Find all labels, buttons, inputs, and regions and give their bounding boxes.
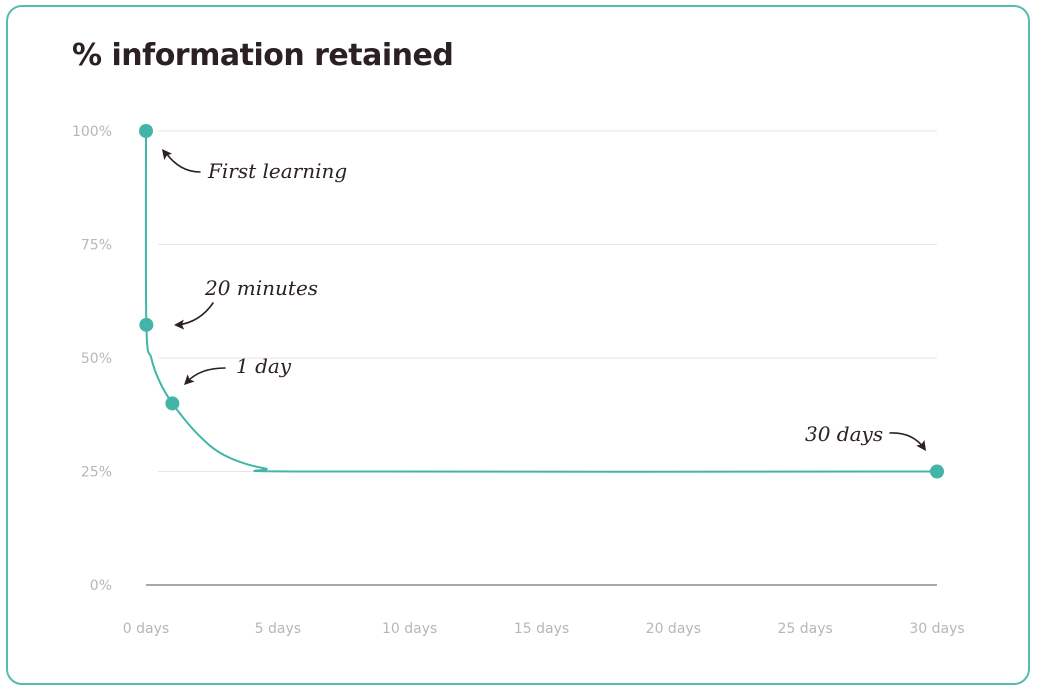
- annotation-arrow: [177, 302, 214, 326]
- x-tick-label: 10 days: [382, 621, 437, 637]
- x-tick-label: 0 days: [123, 621, 169, 637]
- annotation-label: 30 days: [805, 422, 883, 446]
- data-point: [139, 317, 154, 332]
- x-tick-label: 25 days: [778, 621, 833, 637]
- x-tick-label: 30 days: [909, 621, 964, 637]
- annotation-arrow: [186, 367, 226, 383]
- y-tick-label: 75%: [81, 238, 112, 254]
- x-tick-label: 15 days: [514, 621, 569, 637]
- data-point: [930, 464, 944, 479]
- annotation-label: 20 minutes: [204, 276, 318, 300]
- y-tick-label: 50%: [81, 351, 112, 367]
- arrowhead-icon: [162, 149, 173, 160]
- x-tick-label: 5 days: [255, 621, 301, 637]
- chart-title: % information retained: [72, 38, 454, 73]
- y-tick-label: 25%: [81, 465, 112, 481]
- arrowhead-icon: [174, 319, 185, 330]
- chart-card: [6, 5, 1030, 685]
- x-tick-label: 20 days: [646, 621, 701, 637]
- y-tick-label: 100%: [72, 124, 112, 140]
- annotation-label: 1 day: [236, 354, 292, 378]
- annotation-arrow: [165, 152, 201, 173]
- data-point: [165, 396, 180, 411]
- retention-curve: [144, 130, 938, 473]
- y-tick-label: 0%: [90, 578, 112, 594]
- data-point: [139, 124, 153, 138]
- annotation-label: First learning: [207, 159, 347, 183]
- arrowhead-icon: [916, 439, 926, 451]
